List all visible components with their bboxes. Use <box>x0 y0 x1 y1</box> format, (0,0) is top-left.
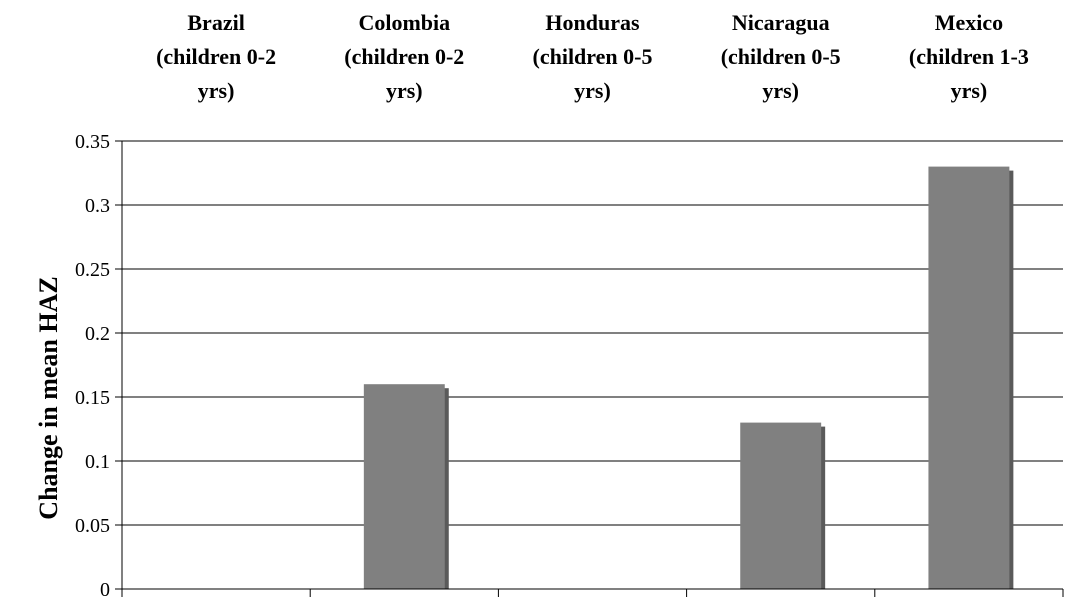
category-label-line: yrs) <box>386 78 423 103</box>
y-axis-title: Change in mean HAZ <box>34 276 63 519</box>
y-tick-label: 0.3 <box>85 195 110 217</box>
axes <box>115 140 1064 597</box>
category-label-line: yrs) <box>198 78 235 103</box>
category-label: Honduras (children 0-5 yrs) <box>533 10 653 103</box>
category-label: Colombia (children 0-2 yrs) <box>344 10 464 103</box>
category-label-line: Brazil <box>187 10 244 35</box>
category-label-line: (children 1-3 <box>909 44 1029 69</box>
gridlines <box>122 140 1063 526</box>
y-tick-labels: 0 0.05 0.1 0.15 0.2 0.25 0.3 0.35 <box>75 131 110 601</box>
y-tick-label: 0.25 <box>75 259 110 281</box>
bar <box>740 422 822 589</box>
category-label: Mexico (children 1-3 yrs) <box>909 10 1029 103</box>
y-tick-label: 0.1 <box>85 451 110 473</box>
y-tick-label: 0.15 <box>75 387 110 409</box>
category-label: Nicaragua (children 0-5 yrs) <box>721 10 841 103</box>
category-label-line: yrs) <box>574 78 611 103</box>
category-label-line: (children 0-5 <box>721 44 841 69</box>
y-tick-label: 0.35 <box>75 131 110 153</box>
category-labels: Brazil (children 0-2 yrs) Colombia (children… <box>156 10 1029 103</box>
category-label: Brazil (children 0-2 yrs) <box>156 10 276 103</box>
category-label-line: Nicaragua <box>732 10 830 35</box>
y-tick-label: 0 <box>100 579 110 601</box>
category-label-line: Mexico <box>935 10 1003 35</box>
category-label-line: Colombia <box>358 10 450 35</box>
category-label-line: yrs) <box>762 78 799 103</box>
category-label-line: yrs) <box>951 78 988 103</box>
category-label-line: (children 0-5 <box>533 44 653 69</box>
category-label-line: Honduras <box>545 10 640 35</box>
category-label-line: (children 0-2 <box>344 44 464 69</box>
bar <box>928 166 1010 589</box>
bar <box>363 384 445 589</box>
bars <box>363 166 1014 589</box>
y-tick-label: 0.2 <box>85 323 110 345</box>
y-tick-label: 0.05 <box>75 515 110 537</box>
category-label-line: (children 0-2 <box>156 44 276 69</box>
